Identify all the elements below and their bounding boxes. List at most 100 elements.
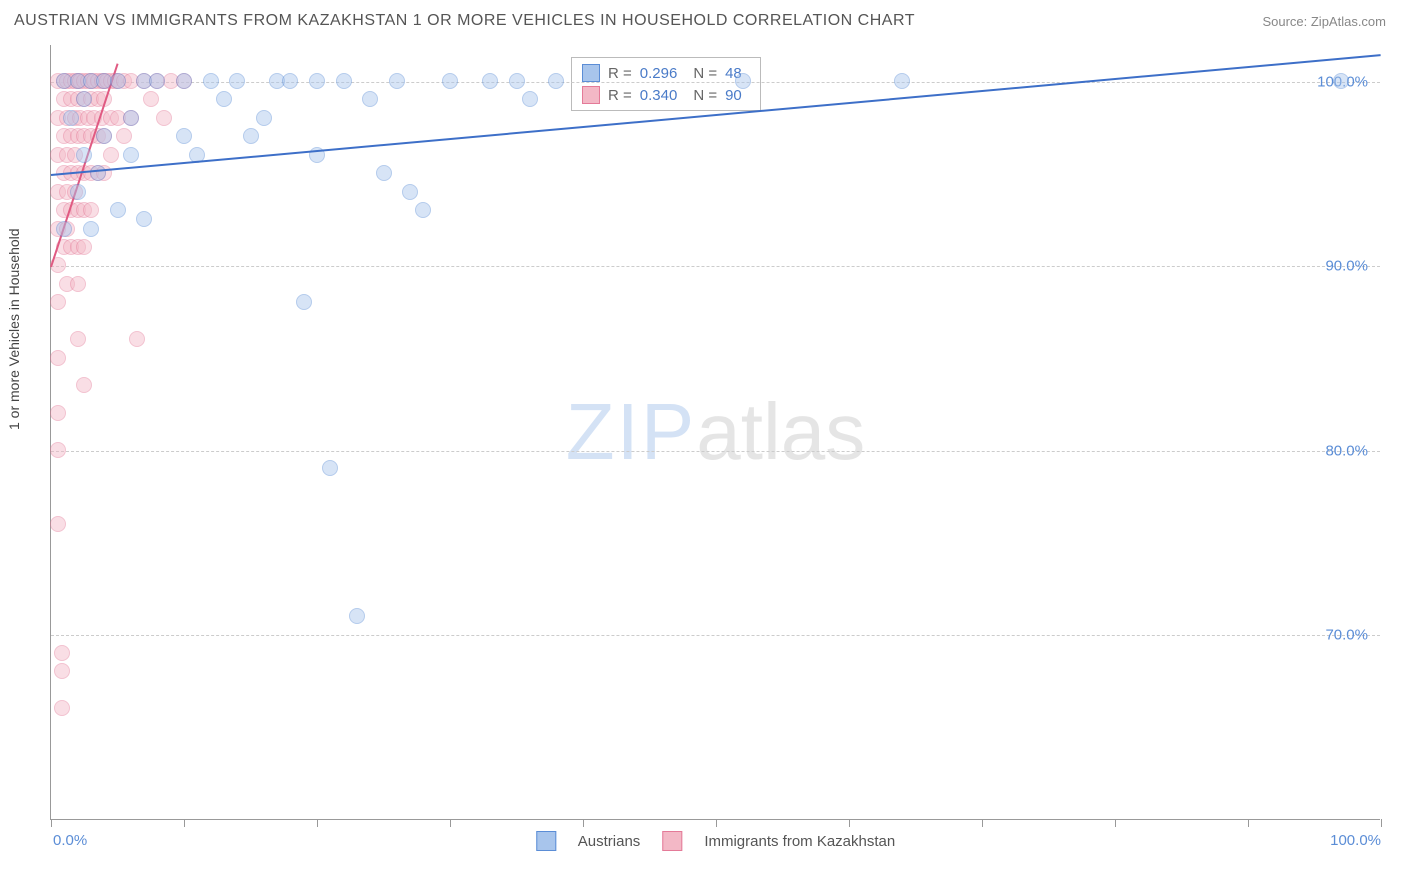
r-value: 0.296: [640, 65, 678, 82]
source-value: ZipAtlas.com: [1311, 14, 1386, 29]
legend-label: Austrians: [578, 833, 641, 850]
data-point: [50, 442, 66, 458]
data-point: [143, 91, 159, 107]
watermark-zip: ZIP: [566, 387, 696, 476]
x-tick: [982, 819, 983, 827]
n-value: 90: [725, 87, 742, 104]
gridline: [51, 82, 1380, 83]
data-point: [76, 239, 92, 255]
r-value: 0.340: [640, 87, 678, 104]
x-tick: [1381, 819, 1382, 827]
scatter-plot-area: ZIPatlas R = 0.296N = 48R = 0.340N = 90 …: [50, 45, 1380, 820]
data-point: [282, 73, 298, 89]
data-point: [522, 91, 538, 107]
legend-swatch: [662, 831, 682, 851]
data-point: [70, 184, 86, 200]
x-tick-label: 0.0%: [53, 832, 87, 849]
data-point: [442, 73, 458, 89]
data-point: [83, 202, 99, 218]
data-point: [110, 202, 126, 218]
x-tick: [849, 819, 850, 827]
data-point: [509, 73, 525, 89]
data-point: [123, 110, 139, 126]
data-point: [54, 645, 70, 661]
series-swatch: [582, 86, 600, 104]
data-point: [203, 73, 219, 89]
watermark-atlas: atlas: [696, 387, 865, 476]
data-point: [256, 110, 272, 126]
x-tick: [450, 819, 451, 827]
data-point: [229, 73, 245, 89]
y-tick-label: 80.0%: [1325, 442, 1368, 459]
stats-row: R = 0.296N = 48: [582, 62, 750, 84]
gridline: [51, 635, 1380, 636]
data-point: [389, 73, 405, 89]
data-point: [90, 165, 106, 181]
x-tick: [583, 819, 584, 827]
x-tick: [184, 819, 185, 827]
data-point: [76, 147, 92, 163]
x-tick: [317, 819, 318, 827]
y-tick-label: 90.0%: [1325, 258, 1368, 275]
n-label: N =: [693, 65, 717, 82]
data-point: [123, 147, 139, 163]
y-tick-label: 70.0%: [1325, 627, 1368, 644]
watermark: ZIPatlas: [566, 386, 865, 478]
data-point: [216, 91, 232, 107]
data-point: [336, 73, 352, 89]
data-point: [894, 73, 910, 89]
x-tick: [1248, 819, 1249, 827]
r-label: R =: [608, 65, 632, 82]
data-point: [103, 147, 119, 163]
data-point: [50, 350, 66, 366]
data-point: [50, 516, 66, 532]
n-label: N =: [693, 87, 717, 104]
data-point: [322, 460, 338, 476]
data-point: [402, 184, 418, 200]
source-label: Source:: [1262, 14, 1310, 29]
data-point: [54, 700, 70, 716]
data-point: [309, 73, 325, 89]
data-point: [176, 128, 192, 144]
x-tick: [1115, 819, 1116, 827]
series-legend: Austrians Immigrants from Kazakhstan: [536, 831, 895, 851]
data-point: [70, 276, 86, 292]
legend-swatch: [536, 831, 556, 851]
chart-title: AUSTRIAN VS IMMIGRANTS FROM KAZAKHSTAN 1…: [14, 12, 915, 30]
gridline: [51, 451, 1380, 452]
data-point: [362, 91, 378, 107]
data-point: [156, 110, 172, 126]
gridline: [51, 266, 1380, 267]
data-point: [70, 331, 86, 347]
data-point: [76, 91, 92, 107]
r-label: R =: [608, 87, 632, 104]
data-point: [129, 331, 145, 347]
data-point: [548, 73, 564, 89]
legend-label: Immigrants from Kazakhstan: [704, 833, 895, 850]
data-point: [735, 73, 751, 89]
y-axis-label: 1 or more Vehicles in Household: [6, 228, 22, 430]
x-tick: [51, 819, 52, 827]
data-point: [83, 221, 99, 237]
data-point: [110, 73, 126, 89]
x-tick: [716, 819, 717, 827]
data-point: [54, 663, 70, 679]
data-point: [243, 128, 259, 144]
data-point: [96, 128, 112, 144]
data-point: [149, 73, 165, 89]
correlation-stats-box: R = 0.296N = 48R = 0.340N = 90: [571, 57, 761, 111]
data-point: [63, 110, 79, 126]
data-point: [415, 202, 431, 218]
data-point: [296, 294, 312, 310]
data-point: [116, 128, 132, 144]
data-point: [50, 294, 66, 310]
data-point: [76, 377, 92, 393]
data-point: [1333, 73, 1349, 89]
data-point: [56, 221, 72, 237]
data-point: [50, 405, 66, 421]
data-point: [482, 73, 498, 89]
source-attribution: Source: ZipAtlas.com: [1262, 14, 1386, 29]
data-point: [376, 165, 392, 181]
series-swatch: [582, 64, 600, 82]
data-point: [349, 608, 365, 624]
